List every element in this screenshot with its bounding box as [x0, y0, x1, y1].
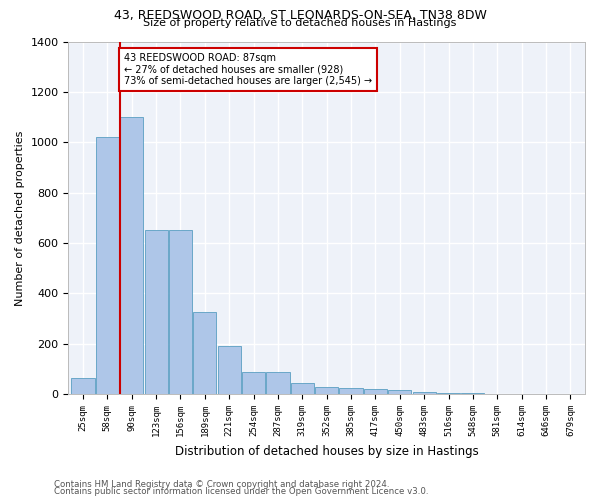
Bar	[437, 393, 460, 394]
Text: 43 REEDSWOOD ROAD: 87sqm
← 27% of detached houses are smaller (928)
73% of semi-: 43 REEDSWOOD ROAD: 87sqm ← 27% of detach…	[124, 53, 372, 86]
Bar	[218, 346, 241, 394]
Bar	[364, 389, 387, 394]
Bar	[193, 312, 217, 394]
Text: 43, REEDSWOOD ROAD, ST LEONARDS-ON-SEA, TN38 8DW: 43, REEDSWOOD ROAD, ST LEONARDS-ON-SEA, …	[113, 9, 487, 22]
Bar	[71, 378, 95, 394]
Text: Size of property relative to detached houses in Hastings: Size of property relative to detached ho…	[143, 18, 457, 28]
Bar	[169, 230, 192, 394]
Text: Contains public sector information licensed under the Open Government Licence v3: Contains public sector information licen…	[54, 487, 428, 496]
Y-axis label: Number of detached properties: Number of detached properties	[15, 130, 25, 306]
Bar	[291, 383, 314, 394]
Bar	[242, 372, 265, 394]
Bar	[266, 372, 290, 394]
Bar	[96, 137, 119, 394]
Bar	[145, 230, 168, 394]
Bar	[388, 390, 412, 394]
Bar	[120, 117, 143, 394]
Bar	[315, 386, 338, 394]
Bar	[413, 392, 436, 394]
Text: Contains HM Land Registry data © Crown copyright and database right 2024.: Contains HM Land Registry data © Crown c…	[54, 480, 389, 489]
X-axis label: Distribution of detached houses by size in Hastings: Distribution of detached houses by size …	[175, 444, 479, 458]
Bar	[340, 388, 362, 394]
